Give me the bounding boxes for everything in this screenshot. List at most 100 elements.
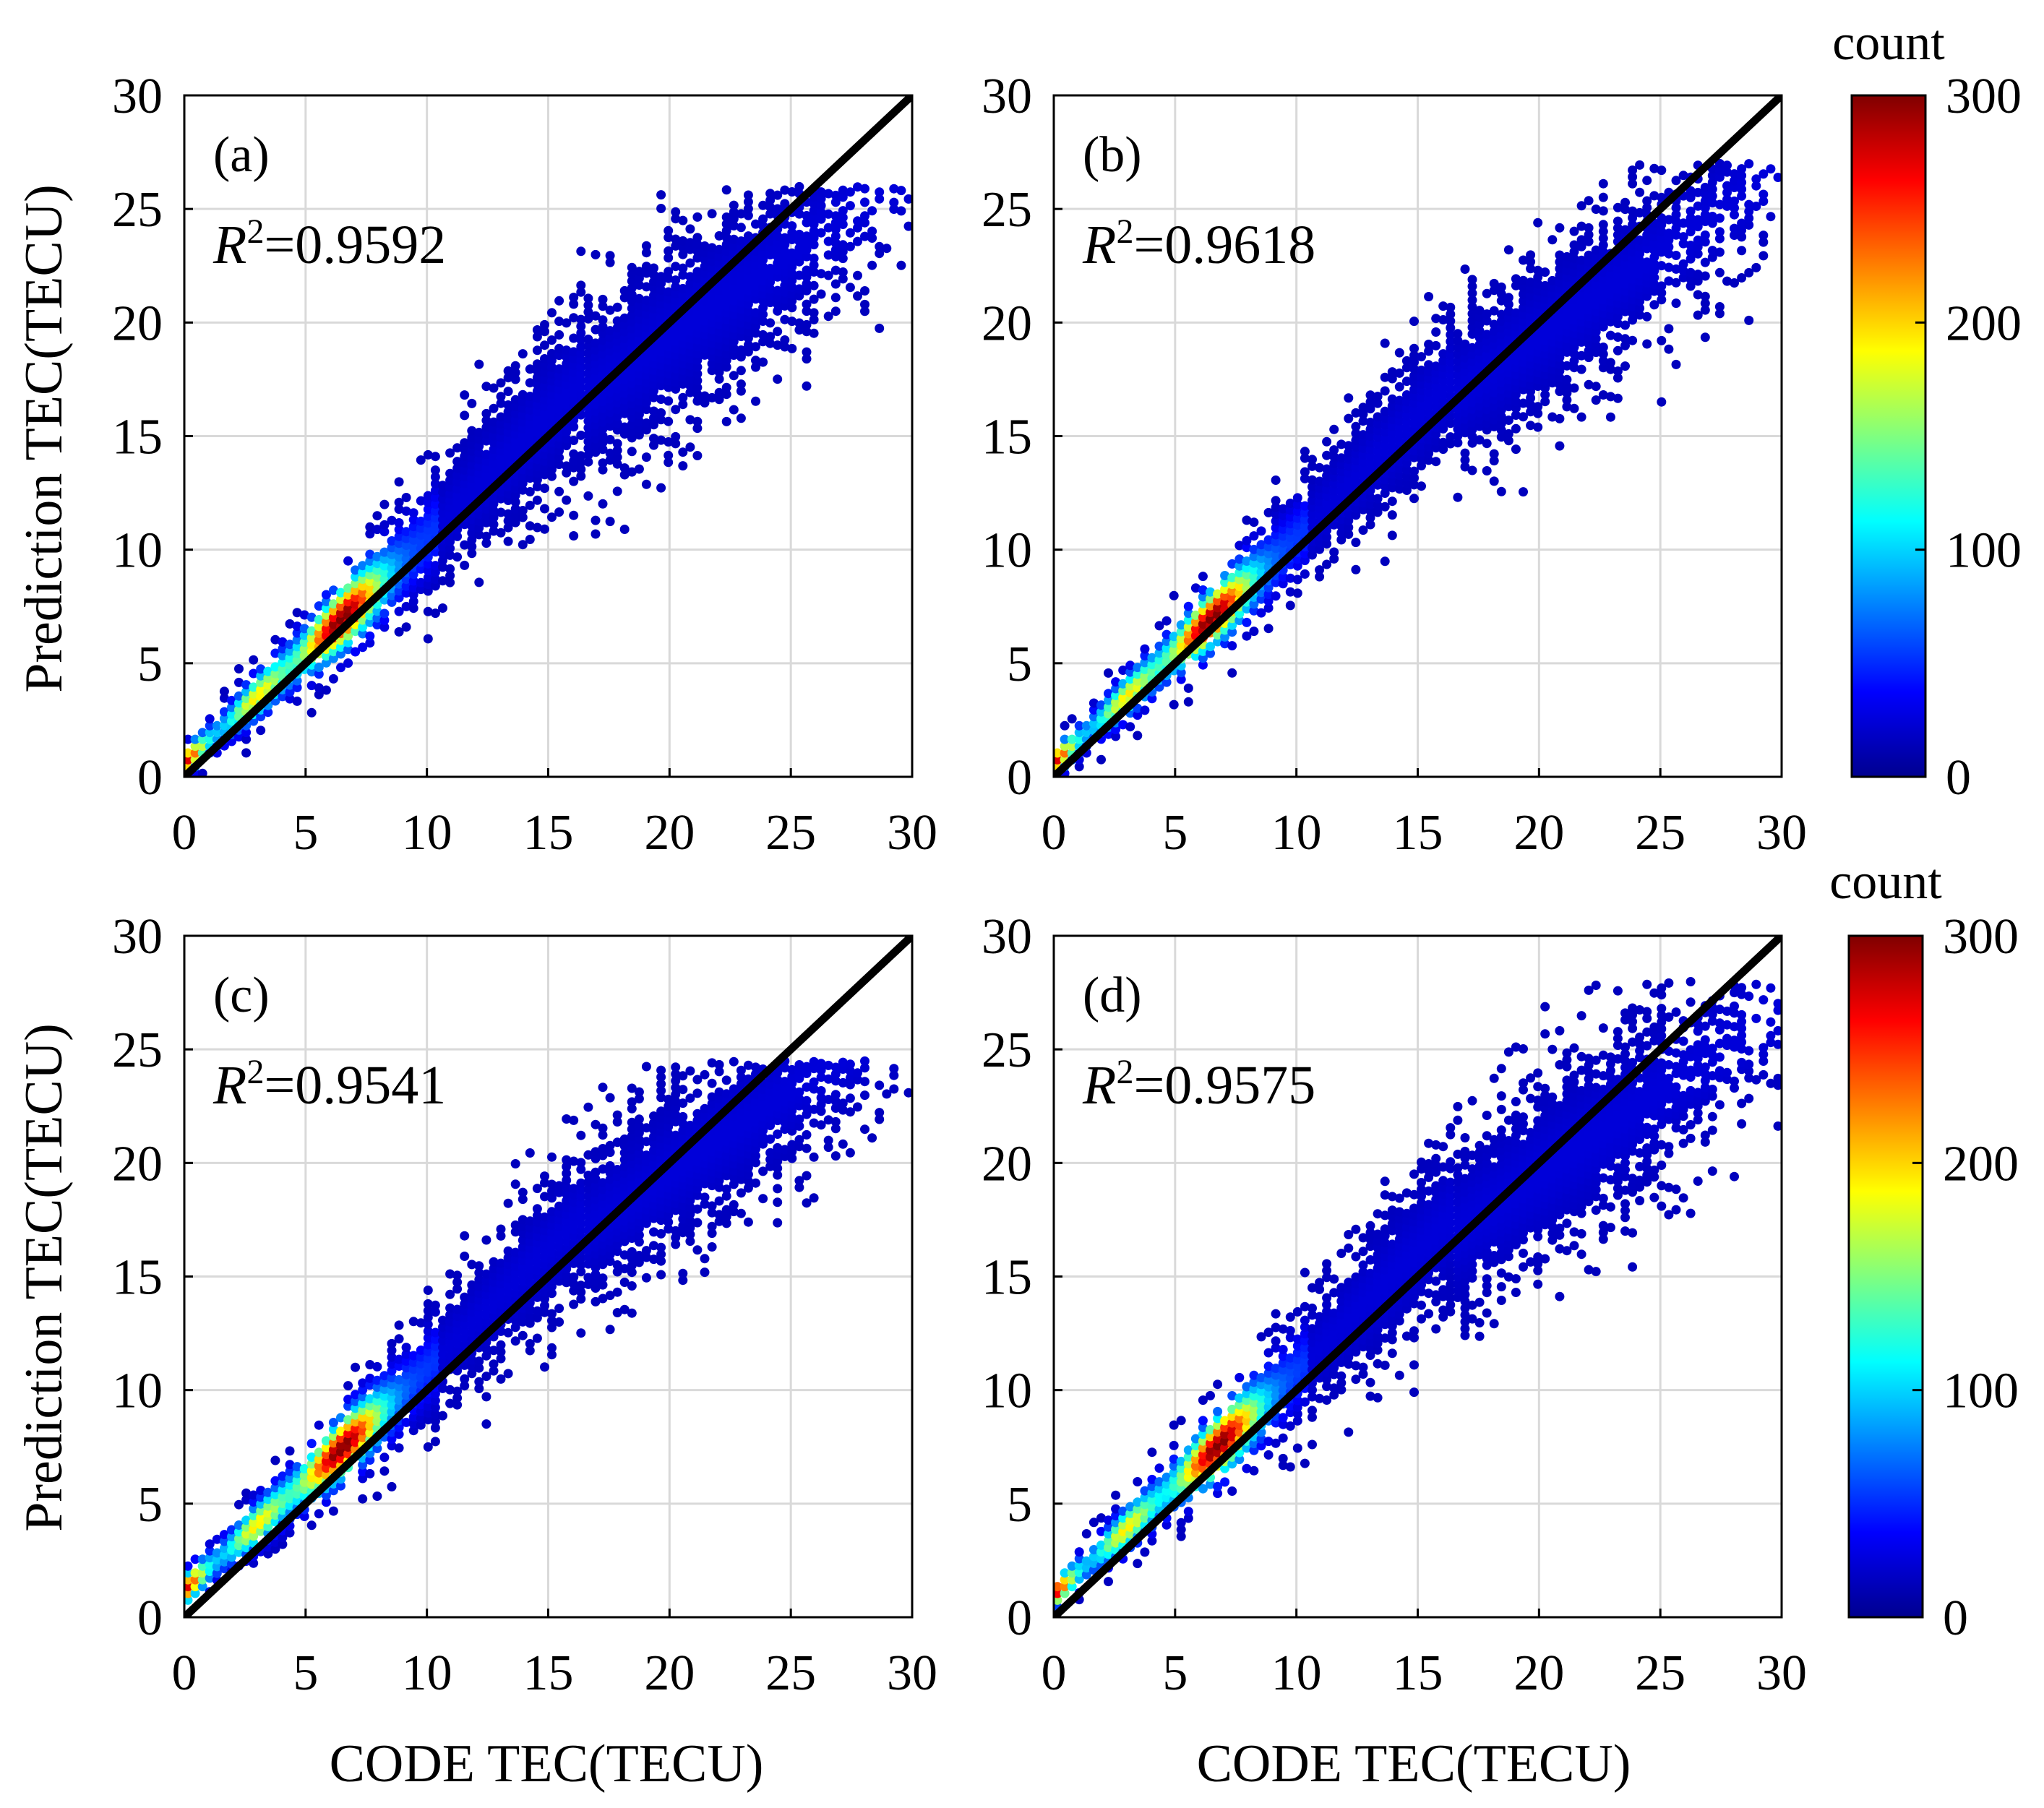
density-point [1387, 442, 1397, 452]
density-point [1569, 240, 1579, 250]
density-point [583, 1211, 593, 1221]
density-point [394, 559, 404, 569]
density-point [532, 325, 542, 335]
density-point [1387, 1273, 1397, 1283]
density-point [1446, 439, 1456, 449]
density-point [1438, 376, 1448, 386]
density-point [1111, 731, 1121, 741]
density-point [496, 432, 506, 442]
density-point [1358, 416, 1368, 426]
density-point [1562, 279, 1572, 289]
density-point [729, 1132, 739, 1142]
x-tick-label: 10 [402, 1645, 452, 1701]
density-point [583, 1245, 593, 1255]
density-point [656, 285, 666, 296]
density-point [773, 1197, 783, 1208]
density-point [1380, 434, 1390, 444]
density-point [1169, 638, 1179, 648]
density-point [692, 382, 703, 392]
density-point [554, 1276, 564, 1286]
density-point [1417, 406, 1426, 416]
density-point [394, 1443, 404, 1453]
density-point [387, 590, 397, 600]
density-point [292, 1468, 302, 1478]
density-point [503, 1253, 513, 1263]
density-point [569, 313, 579, 323]
density-point [351, 1410, 361, 1420]
density-point [1198, 592, 1208, 602]
density-point [802, 279, 812, 289]
density-point [1365, 404, 1375, 414]
density-point [1336, 1378, 1347, 1388]
density-point [1424, 292, 1434, 301]
density-point [256, 684, 266, 694]
density-point [518, 389, 528, 400]
density-point [532, 1210, 542, 1221]
density-point [845, 1066, 855, 1076]
density-point [1104, 689, 1113, 699]
density-point [1664, 242, 1674, 252]
density-point [1467, 309, 1477, 319]
density-point [190, 734, 200, 744]
density-point [671, 1069, 681, 1079]
density-point [525, 1304, 535, 1314]
density-point [1380, 1286, 1390, 1296]
density-point [605, 1161, 615, 1171]
density-point [256, 726, 266, 736]
density-point [532, 1224, 542, 1234]
density-point [743, 1183, 753, 1193]
density-point [1278, 531, 1288, 541]
density-point [1714, 233, 1725, 244]
density-point [1533, 354, 1543, 364]
density-point [1213, 1441, 1223, 1451]
density-point [423, 449, 433, 460]
density-point [1307, 1344, 1317, 1354]
density-point [634, 1250, 644, 1260]
density-point [794, 1121, 804, 1131]
density-point [510, 436, 520, 446]
density-point [736, 1154, 746, 1164]
density-point [598, 1192, 608, 1201]
density-point [372, 1416, 382, 1426]
density-point [700, 309, 710, 319]
density-point [554, 486, 564, 496]
density-point [619, 402, 630, 412]
density-point [496, 487, 506, 497]
density-point [1104, 1529, 1113, 1539]
density-point [1540, 363, 1550, 373]
density-point [1613, 393, 1623, 403]
density-point [656, 1249, 666, 1260]
density-point [532, 386, 542, 396]
density-point [1460, 264, 1470, 274]
density-point [1249, 1398, 1259, 1408]
density-point [489, 444, 499, 455]
density-point [1446, 411, 1456, 421]
density-point [1256, 1441, 1266, 1451]
density-point [1256, 1386, 1266, 1396]
density-point [1271, 1343, 1281, 1353]
density-point [1249, 1405, 1259, 1414]
density-point [1503, 333, 1513, 343]
density-point [1081, 720, 1091, 731]
density-point [743, 333, 753, 343]
density-point [489, 512, 499, 522]
density-point [627, 385, 637, 395]
density-point [554, 371, 564, 381]
density-point [576, 1219, 586, 1229]
density-point [299, 637, 309, 647]
density-point [1605, 358, 1615, 368]
density-point [547, 389, 557, 400]
density-point [547, 512, 557, 522]
density-point [1169, 1481, 1179, 1491]
density-point [627, 317, 637, 327]
density-point [452, 497, 463, 507]
density-point [292, 621, 302, 632]
density-point [1591, 245, 1601, 255]
density-point [649, 290, 658, 301]
density-point [423, 1306, 433, 1316]
density-point [438, 1315, 447, 1325]
density-point [1322, 539, 1332, 549]
density-point [678, 461, 688, 471]
density-point [576, 1280, 586, 1291]
density-point [1213, 1489, 1223, 1499]
